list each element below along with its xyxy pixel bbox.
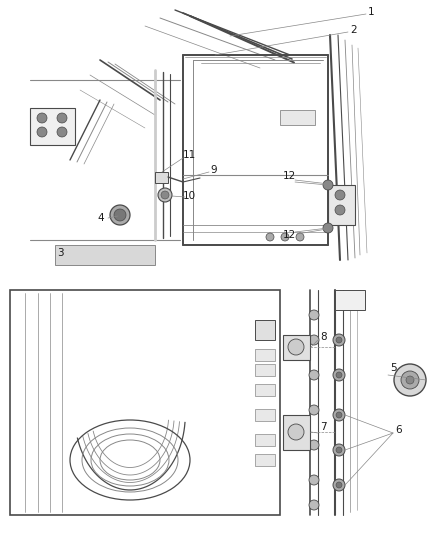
Text: 3: 3 [57,248,64,258]
Circle shape [266,233,274,241]
Circle shape [309,370,319,380]
Circle shape [114,209,126,221]
Circle shape [336,482,342,488]
Polygon shape [255,364,275,376]
Text: 11: 11 [183,150,196,160]
Polygon shape [255,454,275,466]
Circle shape [333,409,345,421]
Circle shape [309,500,319,510]
Circle shape [323,223,333,233]
Circle shape [158,188,172,202]
Circle shape [394,364,426,396]
Circle shape [57,113,67,123]
Circle shape [333,334,345,346]
Circle shape [333,479,345,491]
Circle shape [296,233,304,241]
Circle shape [309,440,319,450]
Circle shape [37,113,47,123]
Circle shape [401,371,419,389]
Polygon shape [255,384,275,396]
Text: 2: 2 [350,25,357,35]
Text: 10: 10 [183,191,196,201]
Polygon shape [255,434,275,446]
Circle shape [336,447,342,453]
Polygon shape [255,320,275,340]
Polygon shape [283,335,310,360]
Text: 4: 4 [97,213,104,223]
Circle shape [110,205,130,225]
Circle shape [309,475,319,485]
Text: 6: 6 [395,425,402,435]
Circle shape [335,190,345,200]
Circle shape [309,335,319,345]
Circle shape [161,191,169,199]
Text: 7: 7 [320,422,327,432]
Circle shape [333,444,345,456]
Polygon shape [283,415,310,450]
Text: 1: 1 [368,7,374,17]
Text: 12: 12 [283,230,296,240]
Circle shape [309,405,319,415]
Polygon shape [280,110,315,125]
Circle shape [406,376,414,384]
Polygon shape [155,172,168,183]
Circle shape [57,127,67,137]
Circle shape [323,180,333,190]
Circle shape [281,233,289,241]
Text: 8: 8 [320,332,327,342]
Polygon shape [255,409,275,421]
Circle shape [336,412,342,418]
Polygon shape [328,185,355,225]
Circle shape [336,337,342,343]
Circle shape [333,369,345,381]
Text: 9: 9 [210,165,217,175]
Circle shape [336,372,342,378]
Polygon shape [55,245,155,265]
Text: 12: 12 [283,171,296,181]
Polygon shape [335,290,365,310]
Circle shape [309,310,319,320]
Polygon shape [255,349,275,361]
Polygon shape [30,108,75,145]
Circle shape [37,127,47,137]
Circle shape [288,339,304,355]
Circle shape [335,205,345,215]
Text: 5: 5 [390,363,397,373]
Circle shape [288,424,304,440]
